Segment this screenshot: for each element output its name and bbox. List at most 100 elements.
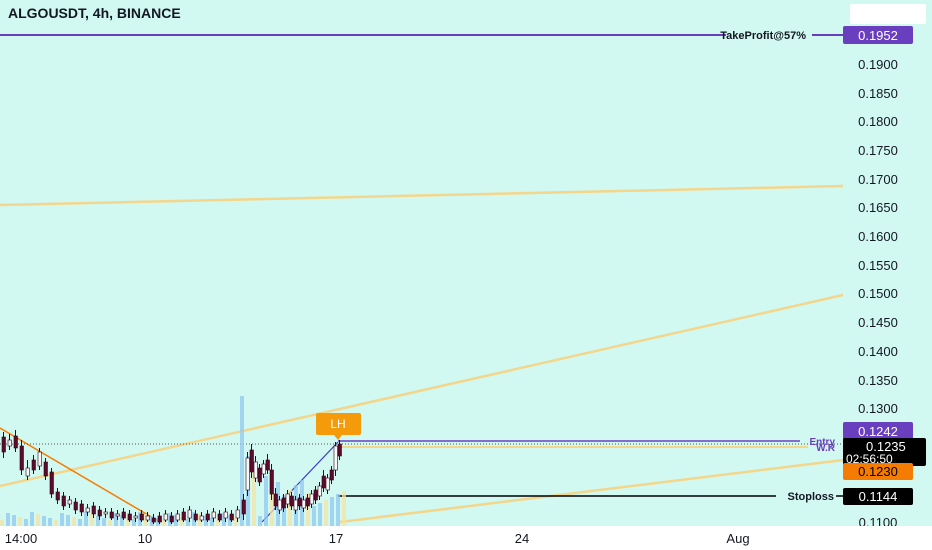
candle[interactable] bbox=[249, 444, 254, 478]
candle[interactable] bbox=[309, 490, 314, 508]
candle[interactable] bbox=[317, 482, 322, 500]
candle[interactable] bbox=[25, 460, 30, 480]
volume-bar bbox=[102, 518, 106, 526]
entry-price-tag[interactable]: 0.1242 bbox=[843, 422, 913, 440]
svg-text:0.1242: 0.1242 bbox=[858, 424, 898, 439]
candle[interactable] bbox=[115, 510, 120, 520]
volume-bar bbox=[330, 497, 334, 526]
candle[interactable] bbox=[297, 494, 302, 510]
candle[interactable] bbox=[133, 512, 138, 522]
volume-bar bbox=[336, 494, 340, 526]
candle[interactable] bbox=[157, 512, 162, 524]
trendline-mid[interactable] bbox=[0, 293, 844, 488]
candle[interactable] bbox=[43, 458, 48, 480]
candle[interactable] bbox=[85, 504, 90, 516]
trendline-top[interactable] bbox=[0, 184, 844, 207]
volume-bar bbox=[96, 516, 100, 526]
candle[interactable] bbox=[289, 492, 294, 510]
price-scale-box[interactable] bbox=[850, 4, 926, 24]
candle[interactable] bbox=[37, 448, 42, 470]
candle[interactable] bbox=[325, 474, 330, 494]
candle[interactable] bbox=[121, 508, 126, 520]
candle[interactable] bbox=[79, 500, 84, 516]
candle[interactable] bbox=[257, 464, 262, 486]
candle[interactable] bbox=[265, 454, 270, 474]
candle[interactable] bbox=[229, 510, 234, 522]
candle[interactable] bbox=[181, 508, 186, 522]
symbol-title[interactable]: ALGOUSDT, 4h, BINANCE bbox=[8, 5, 181, 21]
time-axis[interactable] bbox=[0, 526, 932, 550]
candle[interactable] bbox=[151, 514, 156, 524]
lh-marker[interactable]: LH bbox=[316, 413, 361, 440]
candle[interactable] bbox=[91, 502, 96, 518]
price-tick-label: 0.1800 bbox=[858, 114, 898, 129]
candle[interactable] bbox=[253, 456, 258, 482]
candle[interactable] bbox=[145, 512, 150, 522]
candle[interactable] bbox=[211, 508, 216, 522]
volume-bar bbox=[318, 503, 322, 526]
price-tick-label: 0.1850 bbox=[858, 86, 898, 101]
candle[interactable] bbox=[337, 440, 342, 460]
candle[interactable] bbox=[245, 452, 250, 496]
candle[interactable] bbox=[61, 492, 66, 510]
volume-bar bbox=[0, 520, 4, 526]
candle[interactable] bbox=[277, 496, 282, 514]
stoploss-price-tag[interactable]: 0.1144 bbox=[843, 488, 913, 505]
volume-bar bbox=[48, 518, 52, 526]
volume-bar bbox=[120, 515, 124, 526]
candle[interactable] bbox=[333, 442, 338, 476]
orange-price-tag[interactable]: 0.1230 bbox=[843, 463, 913, 480]
volume-bar bbox=[228, 515, 232, 526]
candle[interactable] bbox=[313, 486, 318, 504]
candle[interactable] bbox=[7, 434, 12, 450]
candle[interactable] bbox=[223, 508, 228, 522]
wr-label: W.R bbox=[816, 443, 836, 454]
candle[interactable] bbox=[73, 498, 78, 514]
time-label: 10 bbox=[138, 531, 152, 546]
candle[interactable] bbox=[19, 440, 24, 475]
candle[interactable] bbox=[169, 512, 174, 524]
candle[interactable] bbox=[175, 510, 180, 522]
candle[interactable] bbox=[1, 432, 6, 458]
candle[interactable] bbox=[49, 468, 54, 498]
take-profit-price-tag[interactable]: 0.1952 bbox=[843, 26, 913, 44]
candle[interactable] bbox=[273, 488, 278, 510]
candle[interactable] bbox=[329, 466, 334, 484]
candle[interactable] bbox=[269, 464, 274, 500]
candle[interactable] bbox=[235, 506, 240, 522]
current-price-tag[interactable]: 0.1235 02:56:50 bbox=[843, 438, 926, 466]
candle[interactable] bbox=[217, 510, 222, 522]
volume-bar bbox=[30, 512, 34, 526]
trendline-low[interactable] bbox=[339, 458, 844, 524]
candle[interactable] bbox=[97, 506, 102, 520]
candle[interactable] bbox=[321, 470, 326, 492]
candle[interactable] bbox=[127, 510, 132, 522]
candle[interactable] bbox=[31, 455, 36, 474]
candle[interactable] bbox=[109, 508, 114, 520]
candle[interactable] bbox=[293, 496, 298, 514]
candle[interactable] bbox=[261, 460, 266, 478]
candle[interactable] bbox=[103, 508, 108, 518]
volume-bar bbox=[72, 517, 76, 526]
volume-bar bbox=[222, 513, 226, 526]
candle[interactable] bbox=[285, 490, 290, 508]
volume-bar bbox=[108, 520, 112, 526]
candle[interactable] bbox=[301, 496, 306, 512]
candle[interactable] bbox=[241, 494, 246, 520]
volume-bar bbox=[132, 519, 136, 526]
volume-bar bbox=[234, 517, 238, 526]
candle[interactable] bbox=[199, 512, 204, 522]
candle[interactable] bbox=[163, 510, 168, 522]
candle[interactable] bbox=[13, 430, 18, 452]
candle[interactable] bbox=[139, 510, 144, 522]
candle[interactable] bbox=[193, 510, 198, 522]
candle[interactable] bbox=[187, 506, 192, 522]
candle[interactable] bbox=[67, 496, 72, 508]
candle[interactable] bbox=[305, 494, 310, 510]
candle[interactable] bbox=[55, 488, 60, 504]
downtrend-line[interactable] bbox=[0, 427, 161, 523]
entry-label: Entry bbox=[809, 437, 835, 448]
candle[interactable] bbox=[205, 510, 210, 522]
candle[interactable] bbox=[281, 494, 286, 512]
